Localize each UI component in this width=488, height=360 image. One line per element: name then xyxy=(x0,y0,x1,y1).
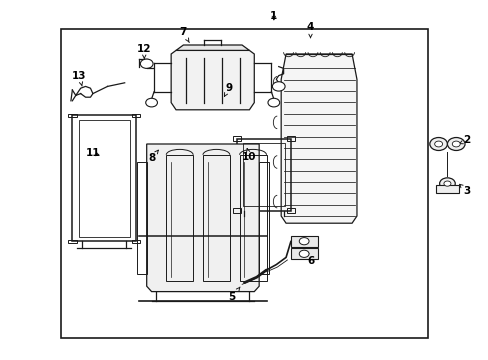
Text: 12: 12 xyxy=(137,44,151,59)
Bar xyxy=(239,155,266,281)
Bar xyxy=(61,29,427,338)
Text: 10: 10 xyxy=(242,148,256,162)
Text: 9: 9 xyxy=(224,83,232,96)
Circle shape xyxy=(272,82,285,91)
Bar xyxy=(286,136,294,141)
Text: 13: 13 xyxy=(72,71,86,86)
Bar xyxy=(259,162,268,274)
Bar xyxy=(68,240,77,243)
Circle shape xyxy=(140,59,153,68)
Bar xyxy=(243,143,285,206)
Bar xyxy=(286,208,294,213)
Bar xyxy=(166,155,193,281)
Bar xyxy=(131,240,140,243)
Bar xyxy=(72,115,136,241)
Bar xyxy=(131,113,140,117)
Text: 11: 11 xyxy=(85,148,100,158)
Text: 3: 3 xyxy=(459,184,469,196)
Polygon shape xyxy=(281,54,356,223)
Text: 7: 7 xyxy=(179,27,189,42)
Circle shape xyxy=(434,141,442,147)
Circle shape xyxy=(451,141,459,147)
Bar xyxy=(290,248,317,259)
Polygon shape xyxy=(171,50,254,110)
Bar xyxy=(237,139,290,211)
Circle shape xyxy=(439,178,454,189)
Text: 1: 1 xyxy=(270,11,277,21)
Bar xyxy=(203,155,229,281)
Text: 6: 6 xyxy=(305,251,313,266)
Bar xyxy=(68,113,77,117)
Text: 5: 5 xyxy=(228,287,240,302)
Circle shape xyxy=(299,250,308,257)
Circle shape xyxy=(299,238,308,245)
Bar xyxy=(79,120,129,237)
Bar xyxy=(233,208,241,213)
Circle shape xyxy=(429,138,447,150)
Circle shape xyxy=(145,98,157,107)
Bar xyxy=(435,185,458,193)
Bar xyxy=(290,236,317,247)
Circle shape xyxy=(447,138,464,150)
Bar xyxy=(233,136,241,141)
Text: 8: 8 xyxy=(148,150,158,163)
Bar xyxy=(137,162,146,274)
Polygon shape xyxy=(146,144,259,292)
Circle shape xyxy=(267,98,279,107)
Polygon shape xyxy=(176,45,249,50)
Text: 4: 4 xyxy=(306,22,314,38)
Circle shape xyxy=(443,181,450,186)
Text: 2: 2 xyxy=(459,135,469,145)
